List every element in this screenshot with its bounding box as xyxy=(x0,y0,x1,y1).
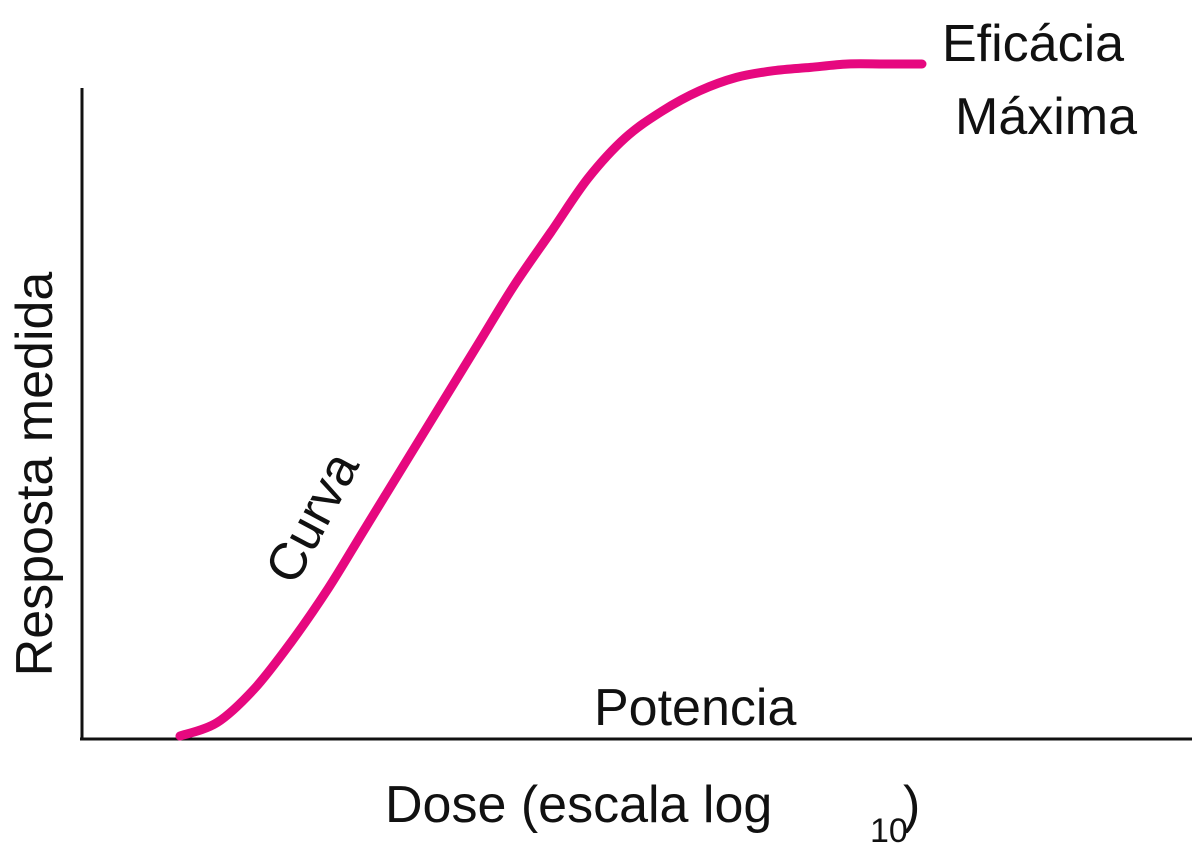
max-efficacy-label-line1: Eficácia xyxy=(942,15,1124,73)
x-axis-label-close: ) xyxy=(903,776,920,834)
axes xyxy=(80,88,1192,741)
dose-response-curve xyxy=(175,59,927,741)
max-efficacy-label-line2: Máxima xyxy=(955,88,1137,146)
x-axis-label-subscript: 10 xyxy=(870,812,908,850)
potency-label: Potencia xyxy=(594,679,796,737)
curve-label: Curva xyxy=(254,443,370,593)
x-axis-label-main: Dose (escala log xyxy=(385,776,772,834)
x-axis-label: Dose (escala log 10 ) xyxy=(385,776,922,854)
y-axis-label: Resposta medida xyxy=(6,272,64,677)
